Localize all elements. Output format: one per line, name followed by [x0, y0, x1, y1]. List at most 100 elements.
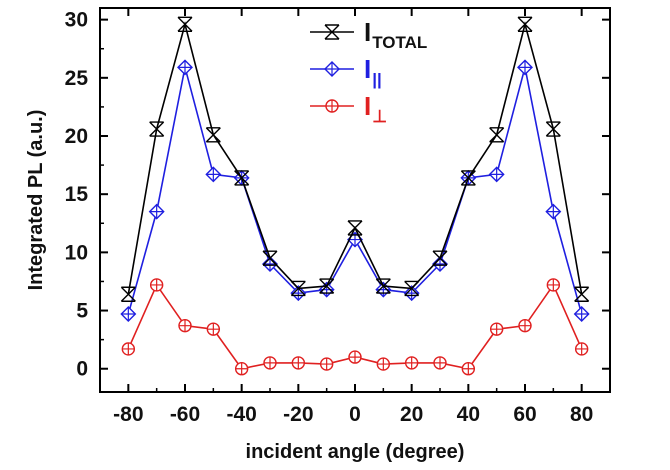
data-point-I_TOTAL	[319, 278, 335, 294]
data-point-I_perpendicular	[178, 318, 192, 333]
data-point-I_perpendicular	[291, 356, 306, 370]
data-point-I_TOTAL	[149, 121, 165, 137]
data-point-I_perpendicular	[546, 278, 561, 292]
plot-frame	[99, 7, 611, 393]
marker-shape	[517, 16, 533, 32]
y-axis-title: Integrated PL (a.u.)	[25, 110, 47, 291]
data-point-I_TOTAL	[205, 127, 221, 143]
y-tick-label: 20	[65, 125, 88, 148]
data-point-I_perpendicular	[263, 356, 277, 370]
marker-cross	[405, 356, 418, 369]
marker-cross	[206, 167, 221, 182]
marker-cross	[121, 307, 136, 322]
legend-item-I_parallel: I||	[310, 54, 382, 89]
data-point-I_parallel	[517, 59, 533, 76]
legend-label-sub: ||	[372, 70, 382, 89]
data-point-I_perpendicular	[376, 357, 391, 371]
marker-cross	[149, 204, 164, 219]
x-tick-label: -80	[113, 403, 143, 426]
x-tick-label: -60	[170, 403, 200, 426]
data-point-I_TOTAL	[460, 170, 476, 186]
legend-label-sub: ⊥	[372, 107, 387, 126]
x-tick-label: 40	[457, 403, 480, 426]
x-tick-label: 20	[400, 403, 423, 426]
data-point-I_perpendicular	[404, 356, 419, 370]
data-point-I_parallel	[488, 166, 505, 183]
y-tick-label: 30	[65, 9, 88, 32]
marker-shape	[324, 24, 340, 40]
x-axis-title: incident angle (degree)	[246, 441, 465, 463]
marker-cross	[377, 358, 390, 371]
data-point-I_TOTAL	[120, 286, 136, 302]
x-tick-label: -20	[283, 403, 313, 426]
legend-label: ITOTAL	[364, 17, 427, 52]
data-point-I_TOTAL	[432, 250, 448, 266]
data-point-I_perpendicular	[574, 342, 589, 356]
data-point-I_perpendicular	[461, 362, 476, 376]
y-tick-label: 25	[65, 67, 89, 90]
data-point-I_parallel	[545, 203, 562, 220]
marker-cross	[575, 342, 588, 355]
legend-label-main: I	[364, 17, 371, 47]
data-point-I_parallel	[120, 306, 137, 323]
data-point-I_perpendicular	[489, 322, 504, 336]
marker-cross	[519, 319, 531, 332]
marker-cross	[547, 278, 560, 291]
x-tick-label: 80	[570, 403, 593, 426]
data-point-I_TOTAL	[489, 127, 505, 143]
marker-cross	[235, 362, 248, 375]
marker-shape	[404, 280, 420, 297]
series-I_perpendicular	[121, 278, 589, 376]
legend-item-I_TOTAL: ITOTAL	[310, 17, 427, 52]
legend-marker	[324, 24, 340, 40]
marker-cross	[325, 62, 339, 76]
data-point-I_TOTAL	[574, 286, 590, 302]
data-point-I_TOTAL	[347, 220, 363, 236]
data-point-I_TOTAL	[177, 16, 193, 32]
marker-shape	[432, 250, 448, 266]
marker-cross	[574, 307, 589, 322]
x-tick-label: 60	[513, 403, 536, 426]
legend-item-I_perpendicular: I⊥	[310, 91, 387, 126]
data-point-I_perpendicular	[121, 342, 136, 356]
marker-shape	[205, 127, 221, 143]
marker-shape	[347, 220, 363, 236]
data-point-I_parallel	[148, 203, 165, 220]
legend-label-main: I	[364, 91, 371, 121]
marker-shape	[319, 278, 335, 294]
marker-cross	[122, 342, 135, 355]
marker-shape	[375, 278, 391, 294]
series-I_TOTAL	[120, 16, 590, 302]
marker-cross	[518, 60, 532, 75]
marker-shape	[262, 250, 278, 266]
marker-shape	[290, 280, 306, 297]
marker-cross	[434, 356, 446, 369]
marker-shape	[234, 170, 250, 186]
marker-shape	[149, 121, 165, 137]
data-point-I_TOTAL	[375, 278, 391, 294]
data-point-I_perpendicular	[234, 362, 249, 376]
data-point-I_parallel	[573, 306, 590, 323]
marker-cross	[292, 356, 305, 369]
axis-ticks: -80 -60 -40 -20 0 20 40 60 80 0 5 10 15 20 25 30	[65, 8, 611, 426]
data-point-I_perpendicular	[518, 318, 532, 333]
marker-cross	[264, 356, 276, 369]
data-point-I_perpendicular	[319, 357, 334, 371]
legend-marker	[325, 99, 339, 113]
series-line-I_TOTAL	[127, 21, 583, 295]
data-point-I_perpendicular	[149, 278, 164, 292]
legend-label-sub: TOTAL	[372, 33, 427, 52]
x-tick-label: 0	[349, 403, 361, 426]
data-point-I_parallel	[177, 59, 193, 76]
marker-cross	[490, 323, 503, 336]
y-tick-label: 15	[65, 183, 89, 206]
data-point-I_TOTAL	[517, 16, 533, 32]
marker-shape	[460, 170, 476, 186]
legend-marker	[324, 61, 340, 77]
marker-shape	[177, 16, 193, 32]
marker-cross	[320, 358, 333, 371]
marker-cross	[546, 204, 561, 219]
marker-cross	[349, 351, 361, 364]
marker-cross	[179, 319, 191, 332]
